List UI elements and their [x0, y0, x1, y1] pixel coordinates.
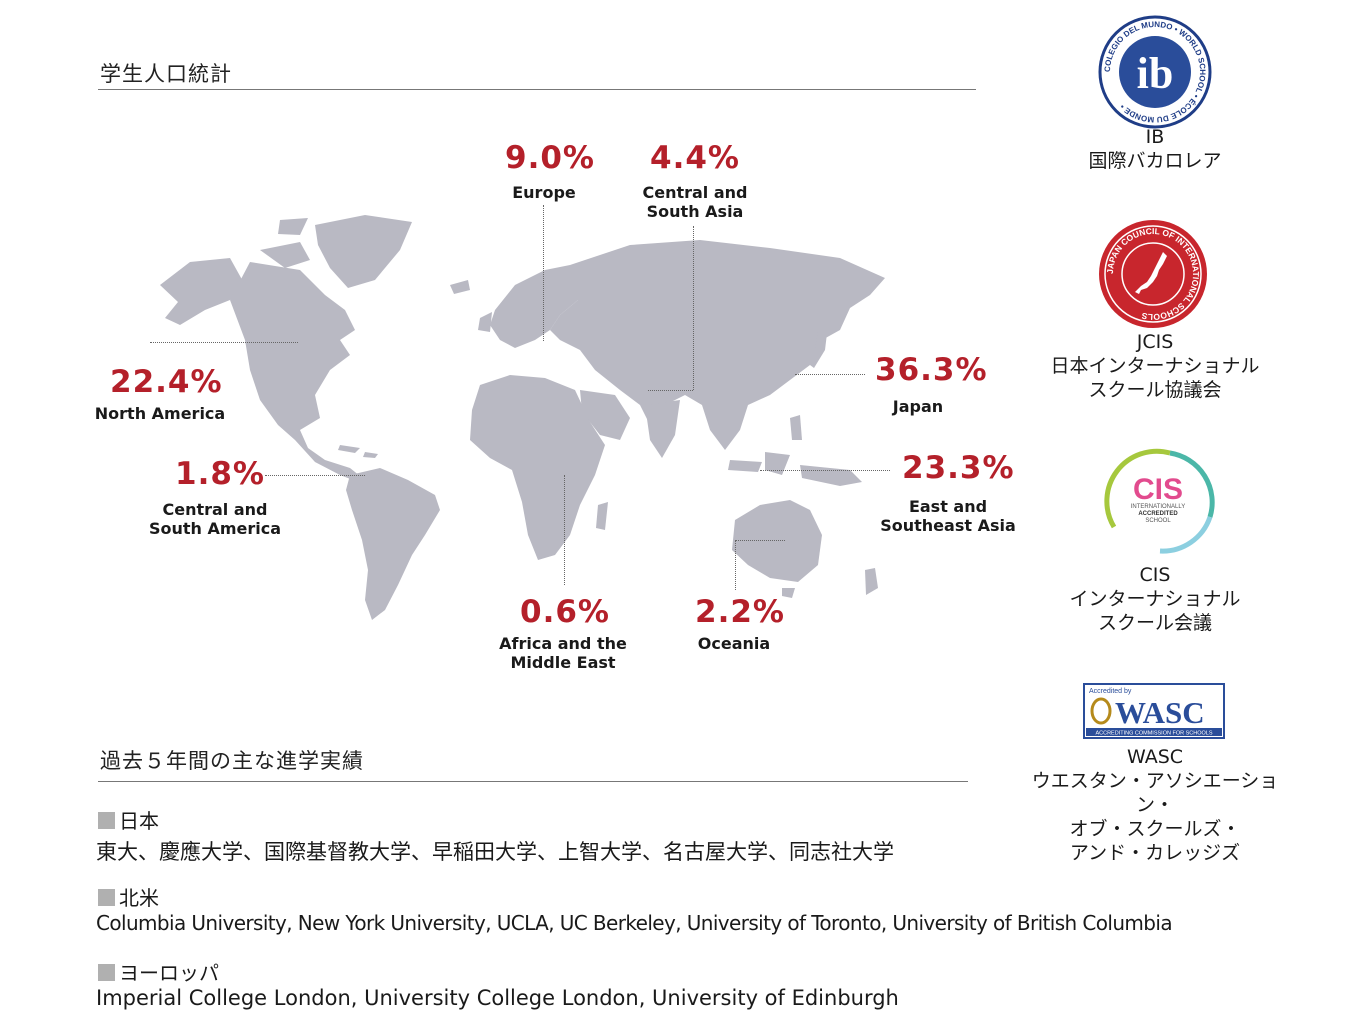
stats-section-title: 学生人口統計	[100, 62, 232, 86]
world-map	[160, 215, 885, 620]
stats-title-divider	[98, 89, 976, 90]
leader-japan	[795, 374, 865, 375]
region-east-southeast-asia-percent: 23.3%	[902, 450, 1015, 486]
region-japan-percent: 36.3%	[875, 352, 988, 388]
map-alaska	[160, 258, 245, 325]
univ-list-north-america: Columbia University, New York University…	[96, 911, 1173, 935]
wasc-top-text: Accredited by	[1089, 688, 1132, 695]
map-australia	[732, 500, 822, 582]
leader-europe	[543, 205, 544, 341]
ib-logo-icon: COLEGIO DEL MUNDO • WORLD SCHOOL • ÉCOLE…	[1098, 15, 1212, 129]
map-japan	[806, 325, 828, 368]
region-central-south-america-percent: 1.8%	[175, 456, 265, 492]
map-europe	[490, 265, 590, 348]
leader-oceania-h	[735, 540, 785, 541]
region-europe-label: Europe	[512, 183, 576, 202]
cis-name: CIS インターナショナル スクール会議	[1069, 564, 1241, 634]
map-south-america	[346, 468, 440, 620]
univ-list-japan: 東大、慶應大学、国際基督教大学、早稲田大学、上智大学、名古屋大学、同志社大学	[96, 840, 894, 864]
region-africa-middle-east-percent: 0.6%	[520, 594, 610, 630]
map-africa	[470, 375, 605, 560]
region-central-south-america-label: Central and South America	[148, 500, 282, 538]
region-europe-percent: 9.0%	[505, 140, 595, 176]
region-africa-middle-east-label: Africa and the Middle East	[499, 634, 627, 672]
region-north-america-percent: 22.4%	[110, 364, 223, 400]
univ-list-europe: Imperial College London, University Coll…	[96, 986, 899, 1010]
leader-central-south-asia	[693, 226, 694, 390]
bullet-square	[98, 889, 115, 906]
map-greenland	[315, 215, 412, 288]
map-north-america	[230, 262, 365, 482]
wasc-name: WASC ウエスタン・アソシエーション・ オブ・スクールズ・ アンド・カレッジズ	[1031, 746, 1279, 864]
jcis-name: JCIS 日本インターナショナル スクール協議会	[1050, 331, 1260, 401]
jcis-logo-icon: JAPAN COUNCIL OF INTERNATIONAL SCHOOLS	[1099, 220, 1207, 328]
cis-logo-icon: CIS INTERNATIONALLY ACCREDITED SCHOOL	[1104, 448, 1215, 554]
region-japan-label: Japan	[892, 397, 944, 416]
leader-central-south-america	[265, 475, 365, 476]
bullet-square	[98, 812, 115, 829]
wasc-mark: WASC	[1115, 695, 1205, 730]
region-east-southeast-asia-label: East and Southeast Asia	[880, 497, 1016, 535]
univ-region-japan: 日本	[98, 805, 159, 834]
wasc-bottom-text: ACCREDITING COMMISSION FOR SCHOOLS	[1095, 731, 1212, 737]
bullet-square	[98, 964, 115, 981]
leader-east-southeast-asia	[760, 470, 890, 471]
region-central-south-asia-percent: 4.4%	[650, 140, 740, 176]
region-north-america-label: North America	[94, 404, 226, 423]
univ-region-north-america: 北米	[98, 882, 159, 911]
svg-text:SCHOOL: SCHOOL	[1145, 518, 1171, 524]
univ-region-europe: ヨーロッパ	[98, 957, 219, 986]
leader-north-america	[150, 342, 298, 343]
leader-africa-middle-east	[564, 475, 565, 585]
region-oceania-percent: 2.2%	[695, 594, 785, 630]
svg-text:INTERNATIONALLY: INTERNATIONALLY	[1131, 504, 1185, 510]
leader-central-south-asia-h	[648, 390, 693, 391]
ib-mark: ib	[1137, 49, 1174, 98]
svg-text:ACCREDITED: ACCREDITED	[1138, 511, 1178, 517]
wasc-logo-icon: Accredited by WASC ACCREDITING COMMISSIO…	[1083, 683, 1225, 739]
map-asia	[550, 240, 885, 450]
results-title-divider	[98, 781, 968, 782]
results-section-title: 過去５年間の主な進学実績	[100, 749, 364, 773]
region-oceania-label: Oceania	[697, 634, 771, 653]
leader-oceania	[735, 540, 736, 590]
region-central-south-asia-label: Central and South Asia	[642, 183, 748, 221]
cis-mark: CIS	[1133, 473, 1183, 506]
ib-name: IB 国際バカロレア	[1088, 126, 1222, 172]
